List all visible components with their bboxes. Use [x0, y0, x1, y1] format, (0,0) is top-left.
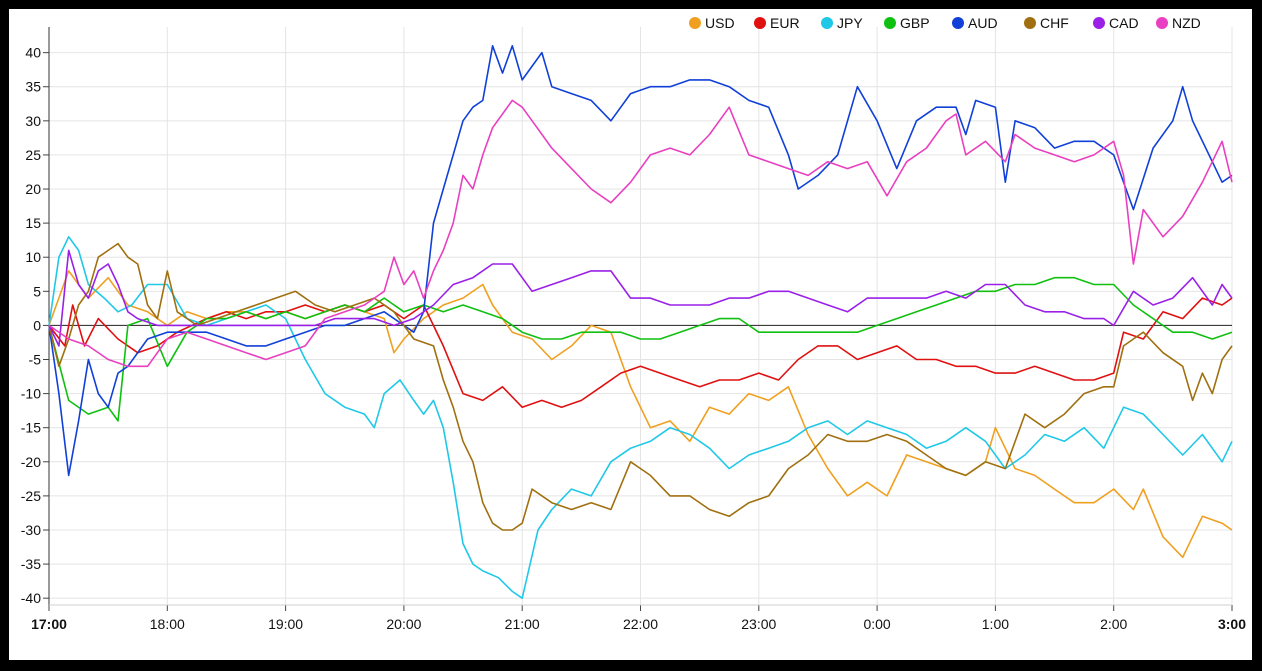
- legend-item-nzd[interactable]: NZD: [1156, 15, 1201, 31]
- legend-item-eur[interactable]: EUR: [754, 15, 800, 31]
- x-tick-label: 20:00: [386, 616, 421, 632]
- legend-label: EUR: [770, 15, 800, 31]
- legend-label: AUD: [968, 15, 998, 31]
- y-tick-label: -15: [21, 420, 41, 436]
- y-tick-label: 40: [25, 45, 41, 61]
- x-tick-label: 0:00: [863, 616, 890, 632]
- x-tick-label: 17:00: [31, 616, 67, 632]
- legend-swatch: [821, 17, 833, 29]
- series-line-nzd: [48, 99, 1233, 368]
- y-tick-label: -40: [21, 590, 41, 606]
- y-tick-label: -25: [21, 488, 41, 504]
- legend-label: USD: [705, 15, 735, 31]
- x-tick-label: 3:00: [1218, 616, 1246, 632]
- legend-swatch: [754, 17, 766, 29]
- legend-label: CAD: [1109, 15, 1139, 31]
- legend-item-cad[interactable]: CAD: [1093, 15, 1139, 31]
- legend-label: CHF: [1040, 15, 1069, 31]
- y-tick-label: 5: [33, 283, 41, 299]
- y-tick-label: 35: [25, 79, 41, 95]
- x-tick-label: 19:00: [268, 616, 303, 632]
- legend-item-usd[interactable]: USD: [689, 15, 735, 31]
- x-tick-label: 18:00: [150, 616, 185, 632]
- y-tick-label: -5: [29, 352, 42, 368]
- legend-item-aud[interactable]: AUD: [952, 15, 998, 31]
- y-tick-label: -35: [21, 556, 41, 572]
- legend: USD EUR JPY GBP AUD CHF CAD NZD: [689, 15, 1201, 31]
- legend-swatch: [952, 17, 964, 29]
- x-tick-label: 21:00: [505, 616, 540, 632]
- series-line-aud: [48, 45, 1233, 477]
- legend-item-gbp[interactable]: GBP: [884, 15, 930, 31]
- x-tick-label: 22:00: [623, 616, 658, 632]
- fx-strength-line-chart: 40 35 30 25 20 15 10 5 0 -5 -10 -15 -20 -25 -30 -35 -40 1…: [21, 15, 1246, 632]
- legend-swatch: [689, 17, 701, 29]
- y-tick-label: 25: [25, 147, 41, 163]
- legend-label: JPY: [837, 15, 863, 31]
- chart-frame: 40 35 30 25 20 15 10 5 0 -5 -10 -15 -20 -25 -30 -35 -40 1…: [9, 9, 1252, 660]
- series-line-chf: [48, 242, 1233, 531]
- legend-item-jpy[interactable]: JPY: [821, 15, 863, 31]
- y-tick-label: -30: [21, 522, 41, 538]
- x-tick-label: 2:00: [1100, 616, 1127, 632]
- legend-swatch: [884, 17, 896, 29]
- y-tick-label: 20: [25, 181, 41, 197]
- legend-item-chf[interactable]: CHF: [1024, 15, 1069, 31]
- y-tick-label: 30: [25, 113, 41, 129]
- y-tick-label: -10: [21, 386, 41, 402]
- x-tick-label: 1:00: [982, 616, 1009, 632]
- legend-swatch: [1024, 17, 1036, 29]
- series-line-eur: [48, 297, 1233, 408]
- y-tick-label: -20: [21, 454, 41, 470]
- grid-lines: [48, 27, 1233, 605]
- axes: 40 35 30 25 20 15 10 5 0 -5 -10 -15 -20 -25 -30 -35 -40 1…: [21, 27, 1246, 632]
- y-tick-label: 10: [25, 249, 41, 265]
- series-lines: [48, 45, 1233, 599]
- legend-label: GBP: [900, 15, 930, 31]
- y-tick-label: 0: [33, 317, 41, 333]
- series-line-jpy: [48, 236, 1233, 599]
- legend-swatch: [1093, 17, 1105, 29]
- x-tick-label: 23:00: [741, 616, 776, 632]
- legend-swatch: [1156, 17, 1168, 29]
- legend-label: NZD: [1172, 15, 1201, 31]
- series-line-gbp: [48, 276, 1233, 422]
- series-line-cad: [48, 249, 1233, 347]
- y-tick-label: 15: [25, 215, 41, 231]
